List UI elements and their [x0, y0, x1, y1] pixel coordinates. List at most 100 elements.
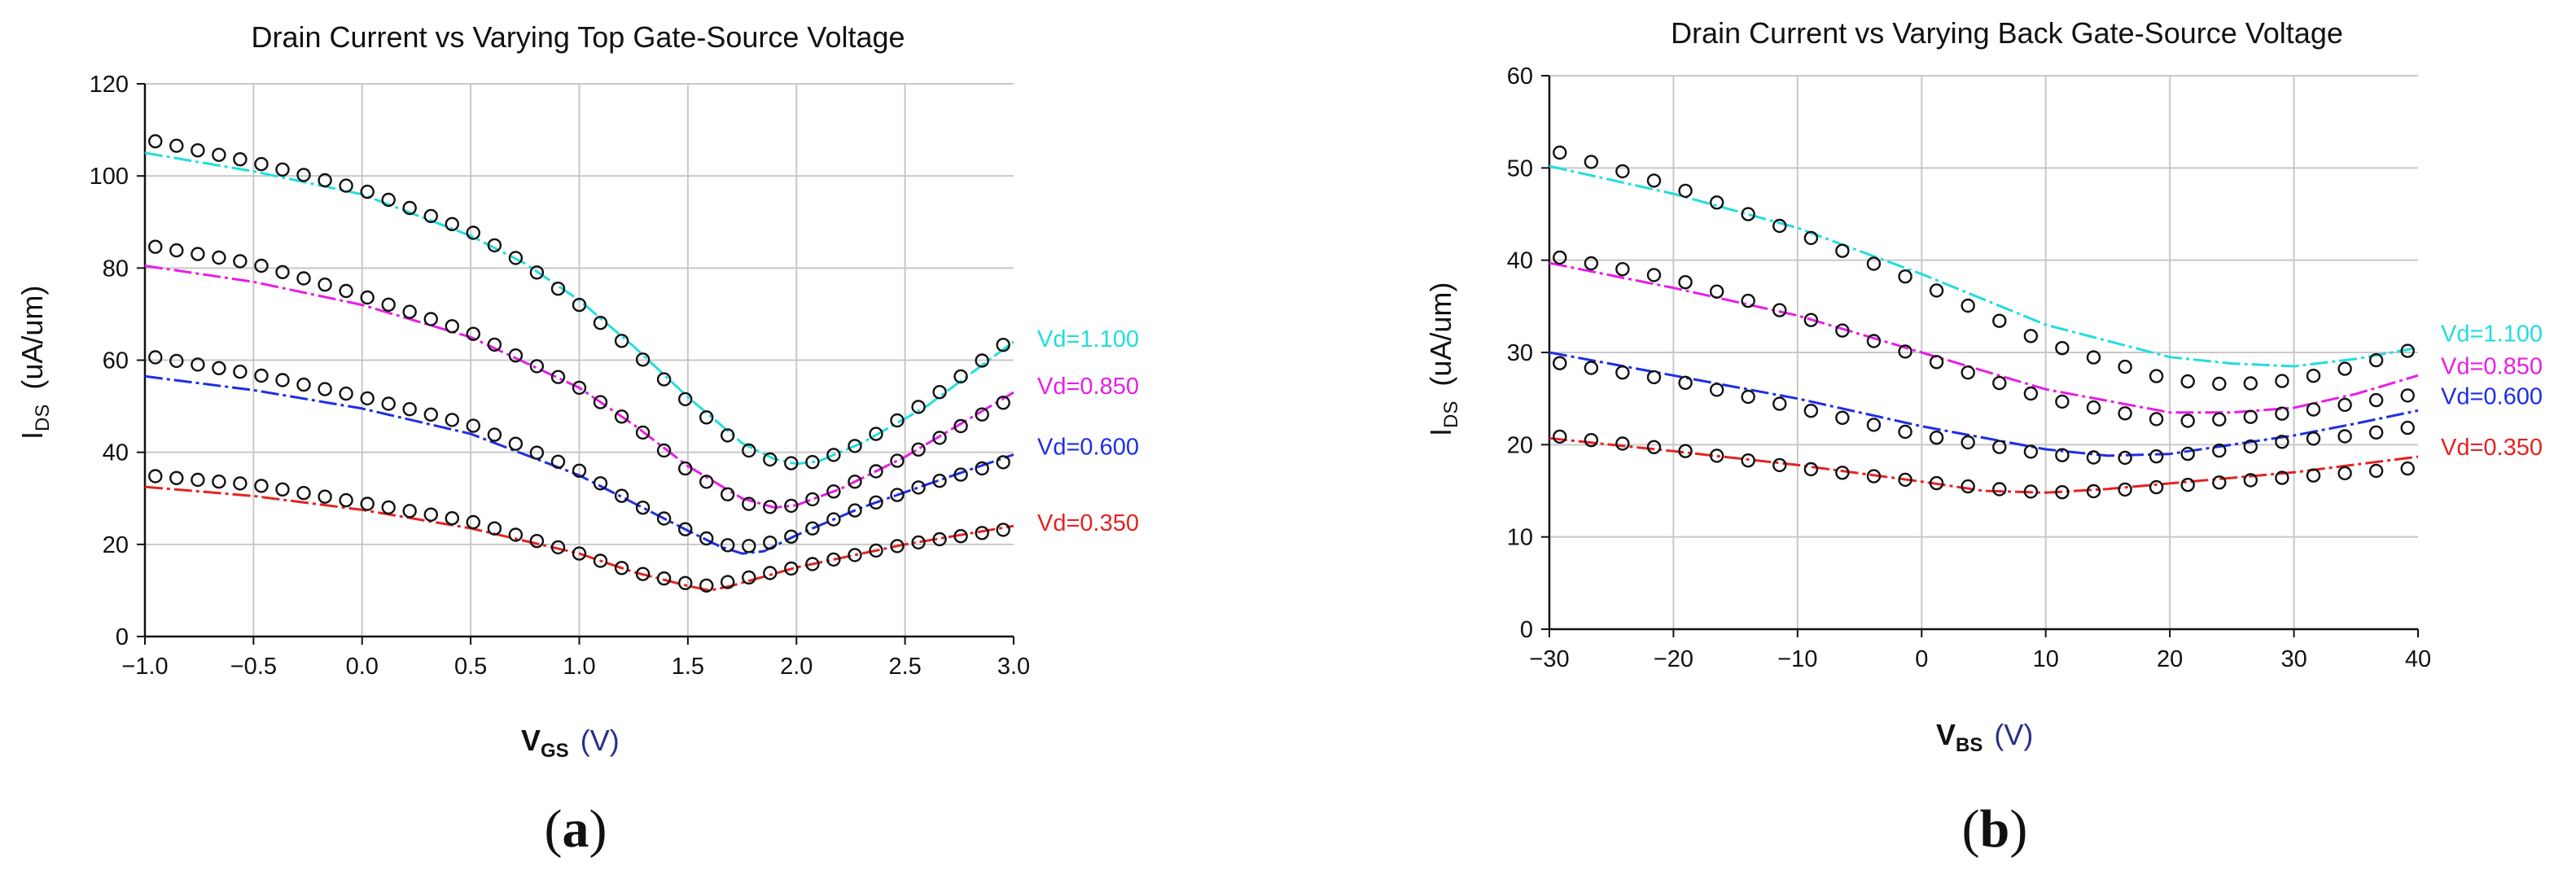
chart-b-data-point	[1741, 293, 1755, 308]
chart-b-data-point	[1584, 433, 1599, 448]
chart-a-data-point	[508, 251, 524, 265]
chart-a-data-point	[656, 372, 672, 387]
chart-b-data-point	[1709, 195, 1724, 210]
chart-a-data-point	[911, 535, 926, 550]
chart-b-data-point	[1709, 284, 1724, 299]
chart-a-data-point	[466, 418, 480, 433]
chart-a-data-point	[550, 370, 566, 384]
chart-a-data-point	[572, 546, 587, 561]
chart-a-data-point	[275, 162, 290, 177]
chart-b-data-point	[2086, 400, 2101, 415]
chart-b-series-line	[1549, 351, 2419, 457]
chart-a-data-point	[402, 504, 417, 518]
chart-a-data-point	[656, 571, 672, 586]
chart-a-data-point	[148, 239, 163, 254]
chart-a-x-tick-label: −0.5	[230, 654, 277, 680]
svg-text:IDS(uA/um): IDS (uA/um)	[15, 286, 54, 440]
chart-b-data-point	[2055, 341, 2070, 356]
chart-a-data-point	[805, 455, 820, 470]
chart-a-data-point	[402, 304, 417, 319]
chart-b-data-point	[2149, 412, 2164, 427]
chart-b-data-point	[1992, 482, 2007, 497]
chart-a-data-point	[911, 400, 926, 414]
chart-a-data-point	[572, 297, 587, 313]
chart-a-data-point	[169, 470, 184, 485]
chart-a-x-tick-label: 1.0	[563, 654, 595, 680]
chart-a-data-point	[508, 527, 524, 542]
chart-a-data-point	[508, 348, 524, 363]
chart-a-x-tick-label: 1.5	[672, 654, 704, 680]
chart-a-data-point	[784, 456, 799, 470]
chart-a-data-point	[212, 475, 226, 489]
chart-b-data-point	[2149, 479, 2164, 495]
chart-a-data-point	[763, 566, 778, 580]
chart-b-data-point	[2055, 448, 2070, 462]
chart-b-data-point	[1646, 173, 1662, 188]
chart-b-data-point	[2023, 386, 2039, 401]
chart-a-data-point	[699, 475, 714, 489]
chart-a-data-point	[487, 238, 502, 253]
chart-b-data-point	[1772, 457, 1787, 473]
chart-a-data-point	[678, 392, 693, 407]
svg-text:VGS(V): VGS (V)	[521, 724, 620, 762]
chart-b-data-point	[2337, 466, 2352, 481]
chart-a-data-point	[953, 418, 968, 434]
chart-a-data-point	[721, 428, 735, 443]
chart-a-data-point	[784, 498, 799, 514]
chart-b-data-point	[1866, 334, 1882, 348]
chart-a-data-point	[529, 265, 545, 280]
chart-a-data-point	[254, 368, 269, 383]
chart-a-data-point	[445, 217, 459, 231]
chart-b-legend-label: Vd=0.350	[2441, 435, 2543, 461]
chart-b-gridlines	[1549, 75, 2418, 629]
chart-a-series-line	[144, 374, 1014, 555]
chart-b-data-point	[1960, 365, 1975, 380]
chart-b-data-point	[2275, 406, 2289, 421]
chart-a-data-point	[508, 436, 524, 451]
chart-b-data-point	[2055, 394, 2070, 409]
chart-b-x-tick-label: 30	[2280, 646, 2307, 672]
chart-b-data-point	[2023, 329, 2039, 343]
chart-a-data-point	[678, 575, 693, 590]
chart-b-data-point	[1615, 164, 1630, 179]
chart-b-data-point	[1584, 155, 1599, 169]
chart-a-data-point	[487, 427, 502, 442]
chart-b-data-point	[1772, 303, 1787, 317]
chart-b-data-point	[1678, 275, 1693, 290]
chart-a-data-point	[614, 334, 629, 348]
chart-a-measured-points	[148, 133, 1010, 593]
chart-a-data-point	[635, 501, 651, 515]
chart-a-x-tick-label: 0.5	[454, 654, 487, 680]
chart-a-data-point	[275, 482, 290, 497]
chart-b-data-point	[2023, 444, 2039, 459]
chart-a-data-point	[975, 407, 989, 422]
chart-a-data-point	[805, 557, 820, 571]
chart-b-x-tick-label: 20	[2157, 646, 2183, 672]
chart-b-data-point	[1615, 365, 1630, 380]
chart-b-data-point	[2086, 350, 2101, 365]
chart-b-data-point	[2055, 485, 2070, 500]
chart-b-data-point	[2275, 435, 2289, 449]
chart-a-title: Drain Current vs Varying Top Gate-Source…	[251, 20, 905, 54]
chart-b-x-tick-label: −10	[1777, 646, 1817, 672]
chart-b-data-point	[1803, 313, 1819, 327]
chart-b-data-point	[1741, 207, 1755, 221]
chart-b-data-point	[1803, 404, 1819, 418]
chart-b-series-line	[1549, 436, 2419, 494]
chart-a-data-point	[360, 391, 375, 406]
chart-b-data-point	[1584, 361, 1599, 375]
chart-b-data-point	[2212, 412, 2227, 427]
chart-a-data-point	[911, 442, 926, 457]
chart-a-data-point	[550, 282, 566, 296]
chart-a-x-tick-label: 0.0	[346, 654, 379, 680]
chart-b-data-point	[1678, 183, 1693, 199]
chart-b-data-point	[1929, 283, 1944, 298]
chart-b-data-point	[1866, 469, 1882, 483]
chart-a-data-point	[381, 192, 396, 208]
chart-b-legend: Vd=1.100 Vd=0.850 Vd=0.600 Vd=0.350	[2441, 321, 2543, 461]
chart-b-data-point	[1835, 323, 1850, 338]
chart-a-data-point	[593, 395, 608, 409]
chart-b-xlabel-sub: BS	[1956, 734, 1982, 756]
chart-a-data-point	[635, 352, 651, 367]
